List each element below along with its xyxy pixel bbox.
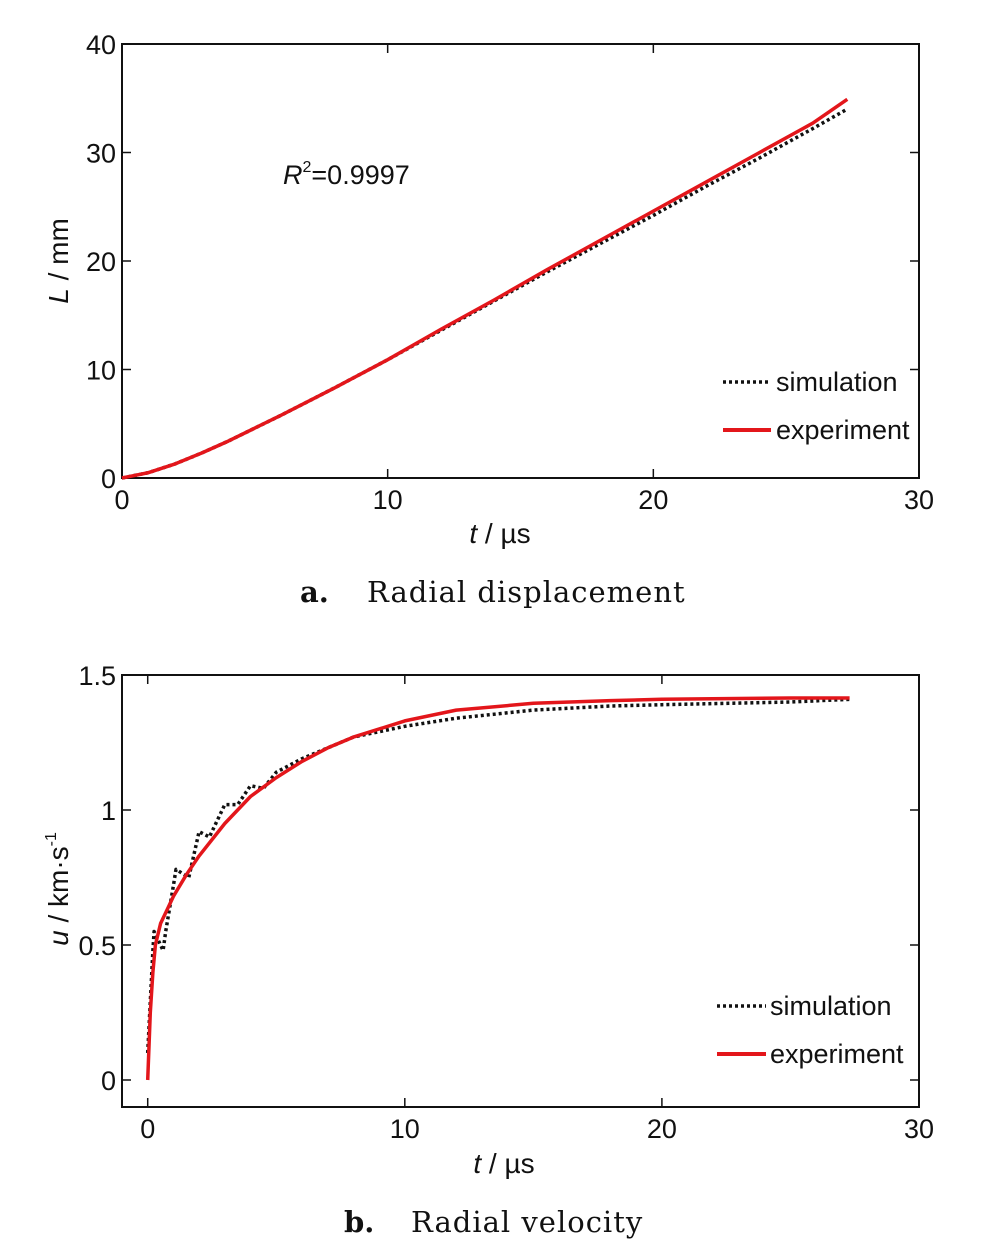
x-tick-label: 30 [904, 1114, 934, 1144]
y-tick-label: 1 [101, 796, 116, 826]
series-line-experiment-a [121, 97, 849, 480]
y-tick-label: 20 [86, 247, 116, 277]
y-tick-label: 30 [86, 139, 116, 169]
caption-b: Radial velocity [411, 1205, 643, 1239]
x-tick-label: 20 [638, 485, 668, 515]
plot-frame-b [121, 674, 920, 1108]
y-tick-label: 0 [101, 1066, 116, 1096]
legend-label-experiment-b: experiment [770, 1039, 904, 1069]
panel-b: 0 10 20 30 0 0.5 1 1.5 simulation experiment t … [43, 661, 934, 1239]
x-tick-label: 10 [390, 1114, 420, 1144]
legend-a: simulation experiment [723, 367, 910, 445]
x-tick-label: 30 [904, 485, 934, 515]
series-lines-b [145, 696, 850, 1081]
x-axis-label-b: t / µs [473, 1148, 534, 1179]
y-tick-label: 1.5 [78, 661, 116, 691]
caption-letter-b: b. [344, 1205, 374, 1239]
axis-ticks-a: 0 10 20 30 0 10 20 30 40 [86, 30, 934, 515]
x-tick-label: 0 [140, 1114, 155, 1144]
annotation-r2: R2=0.9997 [283, 159, 410, 190]
axis-ticks-b: 0 10 20 30 0 0.5 1 1.5 [78, 661, 934, 1144]
y-tick-label: 0 [101, 464, 116, 494]
y-tick-label: 0.5 [78, 931, 116, 961]
series-line-experiment-b [145, 696, 850, 1081]
x-tick-label: 0 [114, 485, 129, 515]
legend-label-simulation-b: simulation [770, 991, 892, 1021]
legend-label-experiment-a: experiment [776, 415, 910, 445]
y-tick-label: 40 [86, 30, 116, 60]
plot-frame-a [121, 43, 920, 479]
legend-label-simulation-a: simulation [776, 367, 898, 397]
caption-letter-a: a. [300, 575, 329, 609]
caption-a: Radial displacement [367, 575, 686, 609]
x-tick-label: 10 [373, 485, 403, 515]
legend-b: simulation experiment [717, 991, 904, 1069]
x-tick-label: 20 [647, 1114, 677, 1144]
x-axis-label-a: t / µs [469, 518, 530, 549]
y-axis-label-a: L / mm [43, 218, 74, 304]
series-lines-a [121, 97, 849, 480]
panel-a: 0 10 20 30 0 10 20 30 40 R2=0.9997 simulation ex… [43, 30, 934, 609]
series-line-simulation-b [145, 697, 850, 1054]
y-tick-label: 10 [86, 356, 116, 386]
y-axis-label-b: u / km·s-1 [43, 832, 74, 946]
